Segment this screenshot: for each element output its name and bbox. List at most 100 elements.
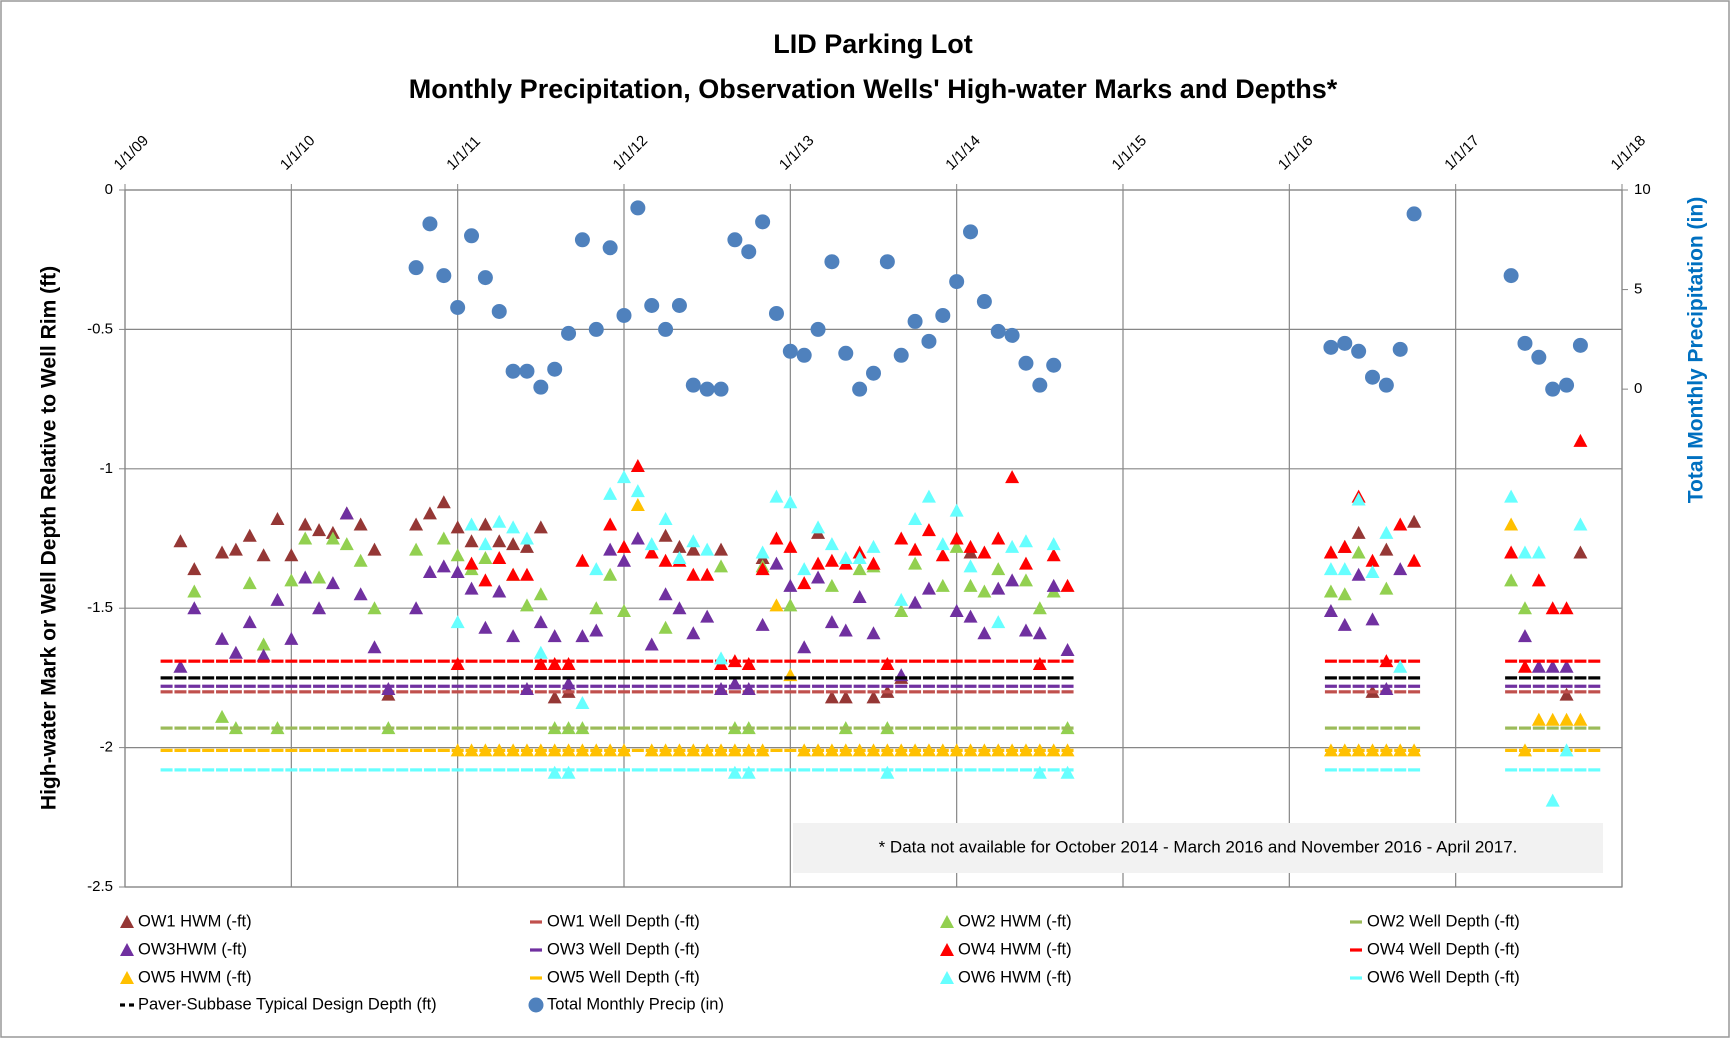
legend-item: OW1 Well Depth (-ft) <box>530 912 700 930</box>
data-point <box>769 531 784 545</box>
data-point <box>534 726 547 730</box>
data-point <box>853 684 866 688</box>
data-point <box>909 768 922 772</box>
data-point <box>1380 726 1393 730</box>
data-point <box>728 690 741 694</box>
data-point <box>811 570 826 584</box>
data-point <box>921 489 936 503</box>
data-point <box>992 726 1005 730</box>
data-point <box>437 684 450 688</box>
data-point <box>202 676 215 680</box>
data-point <box>1324 690 1337 694</box>
data-point <box>1006 684 1019 688</box>
data-point <box>576 684 589 688</box>
data-point <box>991 562 1006 576</box>
data-point <box>450 564 465 578</box>
data-point <box>1378 377 1394 393</box>
data-point <box>1408 726 1421 730</box>
data-point <box>936 676 949 680</box>
data-point <box>1323 562 1338 576</box>
data-point <box>741 682 756 696</box>
data-point <box>298 517 313 531</box>
data-point <box>229 768 242 772</box>
data-point <box>1380 748 1393 752</box>
data-point <box>1574 748 1587 752</box>
data-point <box>451 768 464 772</box>
data-point <box>659 690 672 694</box>
data-point <box>1338 690 1351 694</box>
data-point <box>354 726 367 730</box>
data-point <box>590 768 603 772</box>
data-point <box>160 726 173 730</box>
data-point <box>160 659 173 663</box>
data-point <box>783 598 798 612</box>
y-tick-label: 0 <box>105 181 113 198</box>
data-point <box>243 684 256 688</box>
data-point <box>672 539 687 553</box>
data-point <box>1394 684 1407 688</box>
data-point <box>589 601 604 615</box>
data-point <box>188 676 201 680</box>
data-point <box>853 726 866 730</box>
data-point <box>658 620 673 634</box>
data-point <box>1337 562 1352 576</box>
data-point <box>978 748 991 752</box>
data-point <box>436 531 451 545</box>
data-point <box>1545 712 1560 726</box>
data-point <box>506 537 521 551</box>
data-point <box>1006 748 1019 752</box>
data-point <box>659 726 672 730</box>
data-point <box>1019 768 1032 772</box>
data-point <box>673 726 686 730</box>
data-point <box>1019 659 1032 663</box>
data-point <box>949 503 964 517</box>
data-point <box>368 726 381 730</box>
data-point <box>921 523 936 537</box>
data-point <box>313 690 326 694</box>
data-point <box>451 726 464 730</box>
legend-marker <box>528 997 544 1013</box>
data-point <box>576 768 589 772</box>
data-point <box>701 676 714 680</box>
data-point <box>1559 743 1574 757</box>
data-point <box>784 684 797 688</box>
data-point <box>755 545 770 559</box>
data-point <box>340 768 353 772</box>
data-point <box>187 584 202 598</box>
data-point <box>507 768 520 772</box>
data-point <box>770 676 783 680</box>
data-point <box>533 520 548 534</box>
data-point <box>839 726 852 730</box>
data-point <box>812 684 825 688</box>
data-point <box>659 676 672 680</box>
data-point <box>701 659 714 663</box>
data-point <box>617 603 631 617</box>
data-point <box>243 659 256 663</box>
data-point <box>478 517 493 531</box>
data-point <box>673 690 686 694</box>
data-point <box>838 345 854 361</box>
data-point <box>243 748 256 752</box>
data-point <box>1588 726 1601 730</box>
data-point <box>326 768 339 772</box>
data-point <box>340 748 353 752</box>
data-point <box>284 573 299 587</box>
data-point <box>810 321 826 337</box>
data-point <box>548 659 561 663</box>
data-point <box>547 361 563 377</box>
data-point <box>1323 603 1338 617</box>
data-point <box>894 592 909 606</box>
data-point <box>533 645 548 659</box>
data-point <box>1394 748 1407 752</box>
data-point <box>354 768 367 772</box>
data-point <box>534 690 547 694</box>
data-point <box>1505 690 1518 694</box>
legend-label: OW4 Well Depth (-ft) <box>1367 940 1520 958</box>
data-point <box>436 495 451 509</box>
data-point <box>367 640 382 654</box>
legend-item: OW3 Well Depth (-ft) <box>530 940 700 958</box>
data-point <box>298 570 313 584</box>
data-point <box>1351 492 1366 506</box>
data-point <box>1337 539 1352 553</box>
data-point <box>1546 768 1559 772</box>
